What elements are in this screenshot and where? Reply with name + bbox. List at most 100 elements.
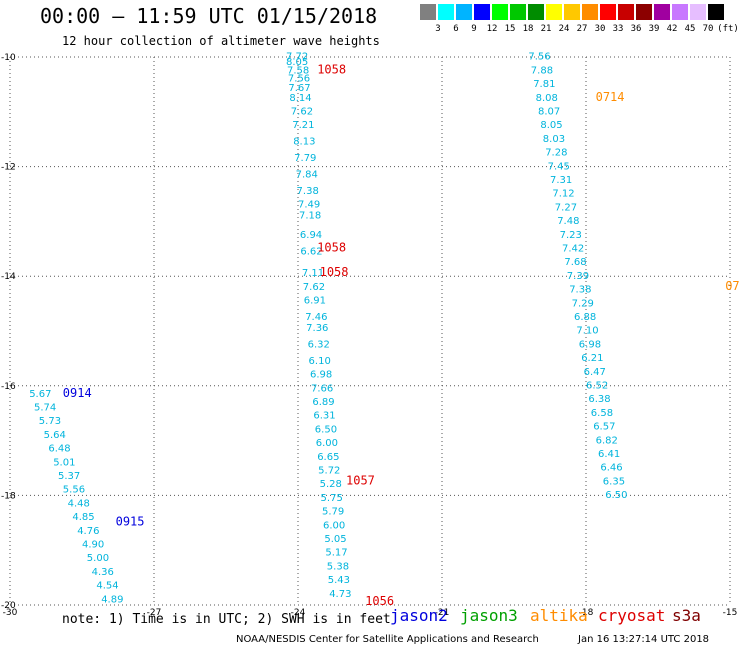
colorbar-tick-label: 3 xyxy=(435,24,441,34)
colorbar-swatch xyxy=(636,4,652,20)
colorbar-swatch xyxy=(690,4,706,20)
x-tick-label: -24 xyxy=(291,608,306,618)
time-label: 1058 xyxy=(320,265,349,279)
wave-height-point: 6.41 xyxy=(598,449,620,460)
time-label: 1056 xyxy=(365,594,394,608)
colorbar-tick-label: 39 xyxy=(648,24,660,34)
wave-height-point: 7.56 xyxy=(288,74,310,85)
wave-height-point: 6.46 xyxy=(600,463,622,474)
y-tick-label: -20 xyxy=(1,601,16,611)
legend-item-altika: altika xyxy=(530,606,588,625)
wave-height-point: 4.76 xyxy=(77,526,99,537)
y-tick-label: -18 xyxy=(1,491,16,501)
colorbar-tick-label: 42 xyxy=(666,24,678,34)
wave-height-point: 4.48 xyxy=(68,498,90,509)
wave-height-point: 6.31 xyxy=(313,411,335,422)
wave-height-point: 8.07 xyxy=(538,107,560,118)
legend-item-s3a: s3a xyxy=(672,606,701,625)
wave-height-point: 4.89 xyxy=(101,594,123,605)
colorbar-swatch xyxy=(456,4,472,20)
wave-height-point: 6.35 xyxy=(603,476,625,487)
wave-height-point: 5.79 xyxy=(322,507,344,518)
wave-height-point: 7.38 xyxy=(297,186,319,197)
colorbar-swatch xyxy=(492,4,508,20)
wave-height-point: 5.67 xyxy=(29,389,51,400)
x-tick-label: -15 xyxy=(723,608,738,618)
time-label: 0714 xyxy=(596,90,625,104)
colorbar-tick-label: 30 xyxy=(594,24,606,34)
wave-height-point: 7.49 xyxy=(298,200,320,211)
colorbar-swatch xyxy=(564,4,580,20)
colorbar-tick-label: 15 xyxy=(504,24,516,34)
wave-height-point: 7.48 xyxy=(557,216,579,227)
wave-height-point: 7.29 xyxy=(572,298,594,309)
wave-height-point: 6.00 xyxy=(316,438,338,449)
wave-height-point: 5.64 xyxy=(44,430,66,441)
wave-height-point: 7.62 xyxy=(291,107,313,118)
wave-height-point: 7.56 xyxy=(528,52,550,63)
wave-height-point: 6.50 xyxy=(605,490,627,501)
wave-height-point: 6.21 xyxy=(581,353,603,364)
wave-height-point: 7.38 xyxy=(569,285,591,296)
colorbar-swatch xyxy=(438,4,454,20)
colorbar-unit-label: (ft) xyxy=(717,24,739,34)
wave-height-point: 4.85 xyxy=(72,512,94,523)
x-tick-label: -30 xyxy=(3,608,18,618)
wave-height-point: 6.10 xyxy=(309,356,331,367)
wave-height-point: 6.48 xyxy=(48,444,70,455)
wave-height-point: 5.05 xyxy=(324,534,346,545)
wave-height-point: 8.13 xyxy=(293,137,315,148)
time-label: 0714 xyxy=(725,279,740,293)
wave-height-point: 6.00 xyxy=(323,520,345,531)
colorbar-tick-label: 33 xyxy=(612,24,624,34)
wave-height-point: 8.05 xyxy=(540,120,562,131)
wave-height-point: 7.81 xyxy=(533,79,555,90)
colorbar-tick-label: 27 xyxy=(576,24,588,34)
y-tick-label: -14 xyxy=(1,272,16,282)
colorbar-swatch xyxy=(582,4,598,20)
time-label: 0914 xyxy=(63,386,92,400)
wave-height-point: 7.72 xyxy=(286,52,308,63)
colorbar-swatch xyxy=(510,4,526,20)
wave-height-point: 6.98 xyxy=(310,370,332,381)
time-label: 1058 xyxy=(317,62,346,76)
colorbar-tick-label: 70 xyxy=(702,24,714,34)
colorbar-swatch xyxy=(474,4,490,20)
y-tick-label: -16 xyxy=(1,382,16,392)
colorbar-swatch xyxy=(420,4,436,20)
wave-height-point: 5.72 xyxy=(318,465,340,476)
wave-height-point: 6.50 xyxy=(315,424,337,435)
wave-height-point: 7.66 xyxy=(311,383,333,394)
wave-height-point: 4.36 xyxy=(92,567,114,578)
colorbar-tick-label: 6 xyxy=(453,24,459,34)
wave-height-point: 6.52 xyxy=(586,381,608,392)
colorbar-swatch xyxy=(600,4,616,20)
wave-height-point: 5.37 xyxy=(58,471,80,482)
wave-height-point: 7.23 xyxy=(560,230,582,241)
colorbar-tick-label: 12 xyxy=(486,24,498,34)
wave-height-point: 5.01 xyxy=(53,457,75,468)
wave-height-point: 5.17 xyxy=(325,548,347,559)
x-tick-label: -18 xyxy=(579,608,594,618)
wave-height-point: 7.84 xyxy=(296,170,318,181)
time-label: 0915 xyxy=(116,515,145,529)
wave-height-point: 7.42 xyxy=(562,244,584,255)
wave-height-point: 7.27 xyxy=(555,202,577,213)
wave-height-point: 7.36 xyxy=(306,323,328,334)
credits-text: NOAA/NESDIS Center for Satellite Applica… xyxy=(236,634,539,645)
wave-height-point: 6.89 xyxy=(312,397,334,408)
wave-height-point: 8.14 xyxy=(289,93,311,104)
wave-height-point: 5.56 xyxy=(63,485,85,496)
time-label: 1058 xyxy=(317,241,346,255)
x-tick-label: -21 xyxy=(435,608,450,618)
wave-height-point: 8.08 xyxy=(536,93,558,104)
colorbar-swatch xyxy=(546,4,562,20)
legend-item-jason2: jason2 xyxy=(390,606,448,625)
wave-height-point: 7.79 xyxy=(294,153,316,164)
colorbar-tick-label: 9 xyxy=(471,24,477,34)
wave-height-point: 6.62 xyxy=(300,246,322,257)
colorbar-tick-label: 45 xyxy=(684,24,696,34)
colorbar-tick-label: 18 xyxy=(522,24,534,34)
colorbar-tick-label: 24 xyxy=(558,24,570,34)
wave-height-point: 5.28 xyxy=(320,479,342,490)
